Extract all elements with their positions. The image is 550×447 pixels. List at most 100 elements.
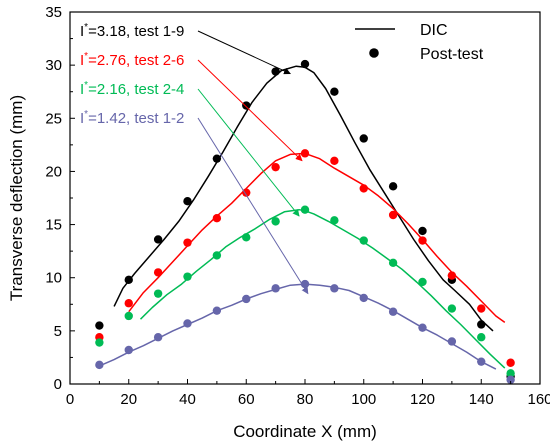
post-test-point (506, 358, 515, 367)
y-tick-label: 30 (45, 57, 62, 74)
arrow-layer (197, 30, 309, 295)
post-test-point (477, 357, 486, 366)
post-test-point (242, 233, 251, 242)
legend-marker-label: Post-test (420, 46, 484, 63)
post-test-point (271, 217, 280, 226)
x-tick-label: 0 (66, 391, 74, 408)
y-tick-label: 15 (45, 217, 62, 234)
x-tick-label: 20 (120, 391, 137, 408)
series-group (95, 59, 515, 381)
post-test-point (330, 216, 339, 225)
post-test-point (418, 236, 427, 245)
dic-line (99, 283, 497, 370)
series-annotation: I*=2.76, test 2-6 (80, 51, 184, 69)
post-test-point (359, 293, 368, 303)
post-test-point (447, 271, 457, 280)
post-test-point (506, 369, 515, 378)
annotation-arrow (197, 88, 300, 217)
post-test-point (418, 277, 427, 287)
post-test-point (183, 319, 192, 328)
x-tick-label: 140 (469, 391, 494, 408)
post-test-point (418, 226, 427, 236)
y-tick-label: 0 (54, 376, 62, 393)
legend-marker-sample (369, 48, 379, 58)
annotation-prefix: I (80, 23, 84, 40)
y-tick-label: 20 (45, 163, 62, 180)
post-test-point (388, 258, 398, 268)
series-annotation: I*=2.16, test 2-4 (80, 80, 184, 98)
post-test-point (242, 294, 251, 304)
annotation-text: =2.76, test 2-6 (88, 52, 184, 69)
post-test-point (506, 375, 515, 384)
post-test-point (212, 213, 222, 223)
annotation-superscript: * (84, 109, 88, 120)
y-tick-label: 5 (54, 323, 62, 340)
annotation-superscript: * (84, 51, 88, 62)
x-tick-label: 160 (527, 391, 550, 408)
x-tick-label: 100 (351, 391, 376, 408)
post-test-point (212, 251, 222, 260)
annotation-prefix: I (80, 52, 84, 69)
post-test-point (447, 304, 457, 313)
post-test-point (359, 236, 368, 245)
x-tick-label: 40 (179, 391, 196, 408)
post-test-point (124, 311, 133, 321)
post-test-point (95, 338, 104, 347)
annotation-text: =2.16, test 2-4 (88, 81, 184, 98)
post-test-point (212, 154, 222, 163)
annotation-prefix: I (80, 110, 84, 127)
post-test-point (271, 67, 280, 76)
post-test-point (95, 321, 104, 330)
x-tick-label: 60 (238, 391, 255, 408)
x-tick-label: 120 (410, 391, 435, 408)
x-axis-title: Coordinate X (mm) (233, 422, 377, 441)
annotation-superscript: * (84, 22, 88, 33)
x-tick-label: 80 (297, 391, 314, 408)
annotation-arrow (197, 30, 291, 75)
post-test-point (153, 268, 163, 277)
post-test-point (271, 162, 280, 172)
post-test-point (242, 188, 251, 197)
legend-line-label: DIC (420, 22, 448, 39)
annotation-layer: I*=3.18, test 1-9I*=2.76, test 2-6I*=2.1… (80, 22, 184, 127)
y-tick-label: 10 (45, 270, 62, 287)
post-test-point (330, 284, 339, 293)
annotation-text: =1.42, test 1-2 (88, 110, 184, 127)
annotation-superscript: * (84, 80, 88, 91)
post-test-point (153, 289, 163, 298)
post-test-point (124, 299, 133, 308)
post-test-point (359, 184, 368, 193)
post-test-point (183, 272, 192, 281)
y-axis-title: Transverse deflection (mm) (7, 95, 26, 301)
post-test-point (300, 149, 310, 158)
tick-layer: 0 20 40 60 80 100 120 140 160 0 5 10 15 20 25 30 35 (45, 4, 550, 408)
post-test-point (153, 333, 163, 342)
series-layer (95, 59, 515, 384)
post-test-point (330, 87, 339, 96)
series-group (95, 149, 515, 367)
y-tick-label: 35 (45, 4, 62, 21)
post-test-point (330, 156, 339, 165)
series-annotation: I*=1.42, test 1-2 (80, 109, 184, 127)
post-test-point (242, 101, 251, 110)
post-test-point (477, 320, 486, 329)
annotation-arrow (197, 59, 303, 162)
annotation-text: =3.18, test 1-9 (88, 23, 184, 40)
post-test-point (183, 196, 192, 206)
post-test-point (359, 134, 368, 143)
post-test-point (388, 307, 398, 316)
post-test-point (271, 284, 280, 293)
post-test-point (124, 275, 133, 285)
post-test-point (418, 323, 427, 332)
post-test-point (388, 210, 398, 220)
post-test-point (95, 360, 104, 370)
post-test-point (212, 306, 222, 315)
post-test-point (124, 345, 133, 355)
post-test-point (388, 182, 398, 191)
legend: DIC Post-test (355, 22, 484, 63)
post-test-point (477, 333, 486, 342)
series-group (95, 279, 515, 384)
series-annotation: I*=3.18, test 1-9 (80, 22, 184, 40)
dic-line (139, 208, 506, 369)
